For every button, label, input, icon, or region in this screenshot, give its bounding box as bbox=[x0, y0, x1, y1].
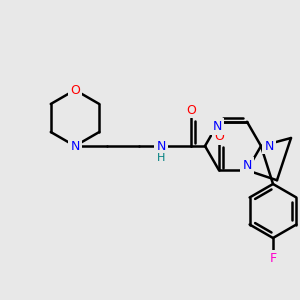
Text: O: O bbox=[186, 103, 196, 116]
Text: N: N bbox=[156, 140, 166, 152]
Text: N: N bbox=[70, 140, 80, 152]
Text: O: O bbox=[214, 130, 224, 143]
Text: N: N bbox=[242, 159, 252, 172]
Text: O: O bbox=[70, 83, 80, 97]
Text: N: N bbox=[212, 120, 222, 133]
Text: H: H bbox=[157, 153, 165, 163]
Text: F: F bbox=[269, 251, 277, 265]
Text: N: N bbox=[264, 140, 274, 152]
